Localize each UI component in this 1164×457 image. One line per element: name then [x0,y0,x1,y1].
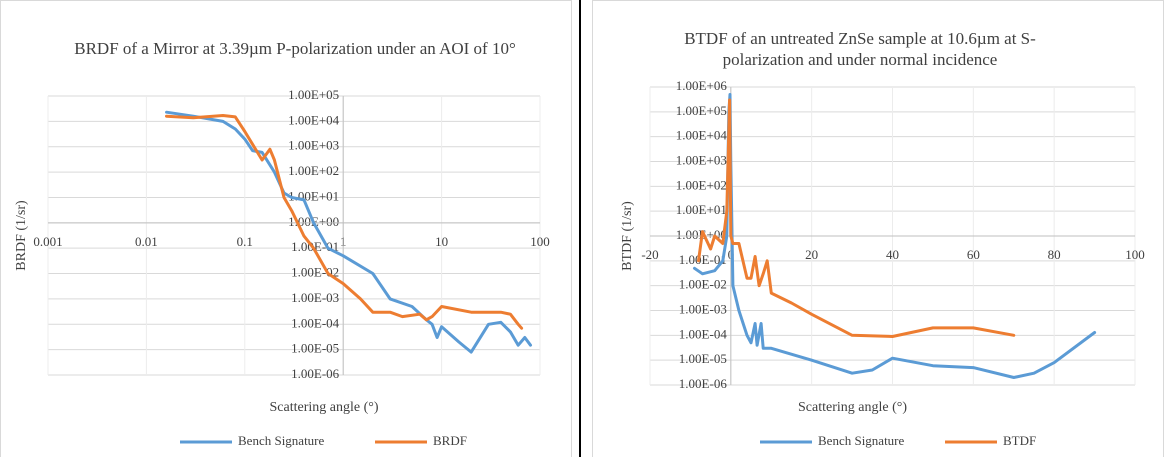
data-line [165,110,532,354]
x-tick-label: -20 [641,247,658,262]
y-tick-label: 1.00E-02 [291,265,339,280]
y-tick-label: 1.00E+03 [288,138,339,153]
panel-border [0,0,572,457]
legend-label: Bench Signature [238,433,325,448]
x-tick-label: 100 [1125,247,1145,262]
y-tick-label: 1.00E-03 [679,301,727,316]
data-line [697,98,1016,338]
y-tick-label: 1.00E-05 [291,341,339,356]
data-line [165,114,524,330]
legend-label: Bench Signature [818,433,905,448]
y-tick-label: 1.00E+04 [676,128,728,143]
y-tick-label: 1.00E-04 [291,315,340,330]
x-tick-label: 80 [1048,247,1061,262]
y-tick-label: 1.00E-01 [679,252,727,267]
y-tick-label: 1.00E+01 [676,202,727,217]
y-tick-label: 1.00E-03 [291,290,339,305]
legend-label: BRDF [433,433,467,448]
y-tick-label: 1.00E+02 [676,177,727,192]
y-tick-label: 1.00E+02 [288,163,339,178]
y-tick-label: 1.00E-01 [291,239,339,254]
x-tick-label: 40 [886,247,899,262]
y-tick-label: 1.00E+05 [676,103,727,118]
x-tick-label: 100 [530,234,550,249]
y-tick-label: 1.00E-06 [291,366,340,381]
y-tick-label: 1.00E-05 [679,351,727,366]
y-tick-label: 1.00E-04 [679,326,728,341]
x-tick-label: 60 [967,247,980,262]
x-tick-label: 0.01 [135,234,158,249]
y-tick-label: 1.00E+05 [288,87,339,102]
x-tick-label: 10 [435,234,448,249]
y-axis-label: BTDF (1/sr) [620,201,635,271]
chart-title: BTDF of an untreated ZnSe sample at 10.6… [684,29,1036,69]
y-axis-label: BRDF (1/sr) [14,200,29,271]
x-axis-label: Scattering angle (°) [798,400,907,415]
x-axis-label: Scattering angle (°) [270,400,379,415]
legend-label: BTDF [1003,433,1036,448]
y-tick-label: 1.00E+06 [676,78,728,93]
y-tick-label: 1.00E+01 [288,188,339,203]
y-tick-label: 1.00E+04 [288,112,340,127]
x-tick-label: 20 [805,247,818,262]
y-tick-label: 1.00E-06 [679,376,728,391]
y-tick-label: 1.00E+03 [676,152,727,167]
y-tick-label: 1.00E-02 [679,277,727,292]
chart-title: BRDF of a Mirror at 3.39µm P-polarizatio… [74,39,516,58]
x-tick-label: 0.001 [33,234,62,249]
x-tick-label: 0.1 [237,234,253,249]
